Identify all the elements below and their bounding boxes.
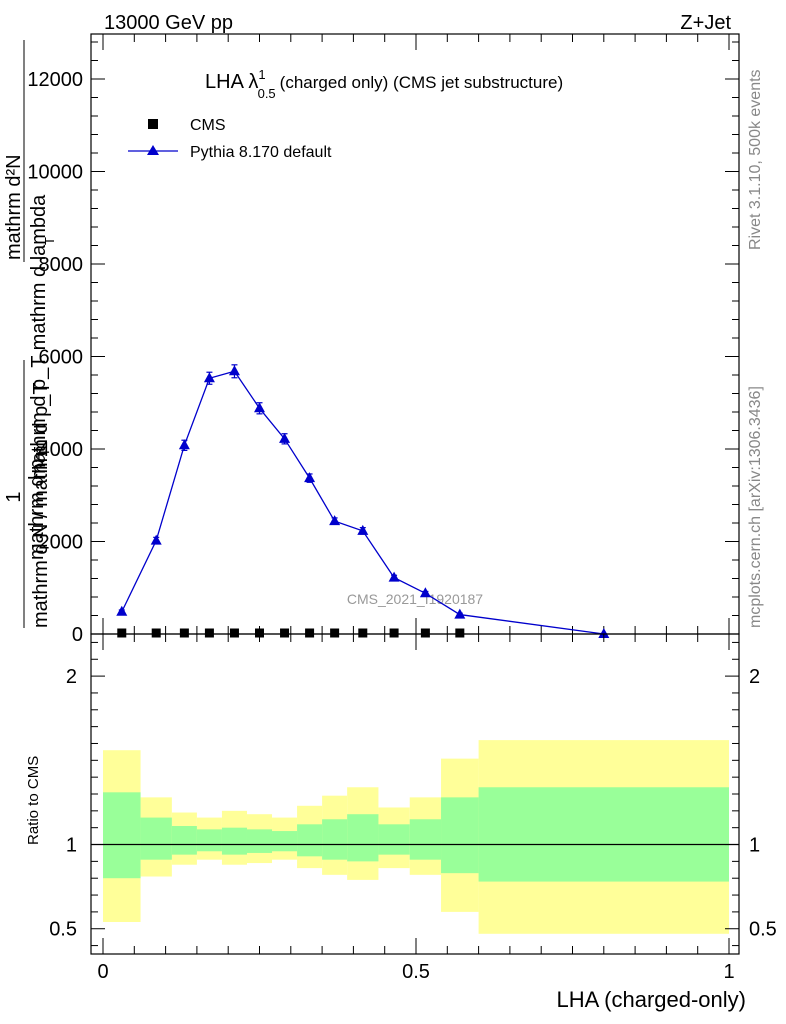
ratio-y-axis-label: Ratio to CMS <box>25 756 42 845</box>
cms-data-point <box>229 628 239 638</box>
pythia-data-point <box>304 472 316 483</box>
pythia-data-point <box>419 587 431 598</box>
pythia-series-line <box>121 370 604 635</box>
main-y-axis: 0 2000 4000 6000 8000 10000 12000 <box>27 41 739 646</box>
ratio-band-inner <box>103 792 141 879</box>
ratio-band-inner <box>196 829 222 852</box>
ratio-y-tick-label-right: 1 <box>749 835 760 857</box>
ratio-y-axis: 0.5 0.5 1 1 2 2 <box>49 641 777 947</box>
cms-data-point <box>204 628 214 638</box>
header-process-label: Z+Jet <box>680 12 731 34</box>
ylabel-denominator: mathrm d p_T mathrm d lambda <box>28 194 50 480</box>
legend-label-pythia: Pythia 8.170 default <box>190 144 332 161</box>
pythia-data-point <box>357 524 369 535</box>
ylabel-prefix-denominator: mathrm d N / mathrm d p_T <box>30 382 52 628</box>
pythia-data-point <box>279 432 291 443</box>
x-axis-label: LHA (charged-only) <box>556 987 746 1012</box>
legend-label-cms: CMS <box>190 117 226 134</box>
main-y-tick-label: 6000 <box>39 347 84 369</box>
cms-data-point <box>280 628 290 638</box>
cms-data-point <box>255 628 264 638</box>
ratio-band-inner <box>441 797 479 874</box>
mcplots-label: mcplots.cern.ch [arXiv:1306.3436] <box>747 386 764 628</box>
ratio-band-inner <box>171 826 197 855</box>
ratio-band-inner <box>322 819 348 860</box>
ratio-band-inner <box>478 787 729 882</box>
ylabel-overlap-1: mathrm d p <box>26 459 48 560</box>
cms-data-point <box>389 628 399 638</box>
main-plot-panel: 0 2000 4000 6000 8000 10000 12000 LHA λ1 0.5 (ch… <box>27 33 740 646</box>
ylabel-numerator: mathrm d²N <box>3 154 25 260</box>
cms-data-point <box>330 628 340 638</box>
main-y-tick-label: 2000 <box>39 532 84 554</box>
main-plot-frame <box>90 33 740 635</box>
ratio-band-inner <box>409 819 442 860</box>
legend-marker-pythia <box>147 145 159 155</box>
pythia-data-point <box>388 571 400 582</box>
cms-data-point <box>117 628 127 638</box>
pythia-data-point <box>178 439 190 450</box>
ratio-band-inner <box>297 824 323 857</box>
main-y-tick-label: 12000 <box>27 69 83 91</box>
ratio-bands-layer <box>103 740 729 934</box>
main-series-layer <box>116 364 610 638</box>
pythia-data-point <box>598 628 610 638</box>
main-y-tick-label: 10000 <box>27 162 83 184</box>
ratio-band-inner <box>272 831 298 852</box>
ylabel-overlap-2: T <box>42 237 57 245</box>
ratio-x-tick-label: 0.5 <box>402 961 430 983</box>
ratio-y-tick-label: 0.5 <box>49 919 77 941</box>
ratio-x-tick-label: 1 <box>723 961 734 983</box>
ratio-y-tick-label: 2 <box>66 666 77 688</box>
ratio-y-tick-label: 1 <box>66 835 77 857</box>
cms-data-point <box>151 628 161 638</box>
plot-title: LHA λ1 0.5 (charged only) (CMS jet substru… <box>205 67 563 101</box>
cms-data-point <box>179 628 189 638</box>
main-y-axis-label: 1 mathrm d N / mathrm d p_T mathrm d²N m… <box>3 40 57 628</box>
main-y-tick-label: 8000 <box>39 254 84 276</box>
pythia-data-point <box>203 372 215 383</box>
plot-title-main: LHA λ <box>205 71 258 93</box>
plot-title-rest: (charged only) (CMS jet substructure) <box>280 73 563 92</box>
cms-data-point <box>305 628 315 638</box>
plot-title-superscript: 1 <box>258 67 265 82</box>
ratio-band-inner <box>221 827 247 855</box>
cms-data-point <box>358 628 368 638</box>
main-y-tick-label: 4000 <box>39 439 84 461</box>
main-y-tick-label: 0 <box>72 624 83 646</box>
ratio-band-inner <box>378 824 410 855</box>
ylabel-prefix-numerator: 1 <box>3 491 25 502</box>
pythia-data-point <box>116 605 128 616</box>
ratio-band-inner <box>140 817 172 860</box>
header-energy-label: 13000 GeV pp <box>104 12 233 34</box>
cms-data-point <box>420 628 430 638</box>
ratio-plot-panel: 0.5 0.51 12 2 0 0.5 1 <box>49 633 777 983</box>
pythia-data-point <box>454 608 466 619</box>
cms-data-point <box>455 628 465 638</box>
ratio-band-inner <box>246 829 273 853</box>
legend: CMS Pythia 8.170 default <box>128 117 332 161</box>
pythia-data-point <box>329 515 341 526</box>
ratio-y-tick-label-right: 0.5 <box>749 919 777 941</box>
pythia-data-point <box>254 402 265 413</box>
ratio-band-inner <box>347 814 379 862</box>
legend-marker-cms <box>148 119 158 129</box>
rivet-label: Rivet 3.1.10, 500k events <box>747 69 764 250</box>
pythia-data-point <box>228 365 240 376</box>
ratio-y-tick-label-right: 2 <box>749 666 760 688</box>
ratio-x-axis: 0 0.5 1 <box>97 634 735 983</box>
pythia-data-point <box>150 534 162 545</box>
plot-title-subscript: 0.5 <box>258 86 276 101</box>
analysis-watermark: CMS_2021_I1920187 <box>347 591 483 607</box>
ratio-x-tick-label: 0 <box>97 961 108 983</box>
